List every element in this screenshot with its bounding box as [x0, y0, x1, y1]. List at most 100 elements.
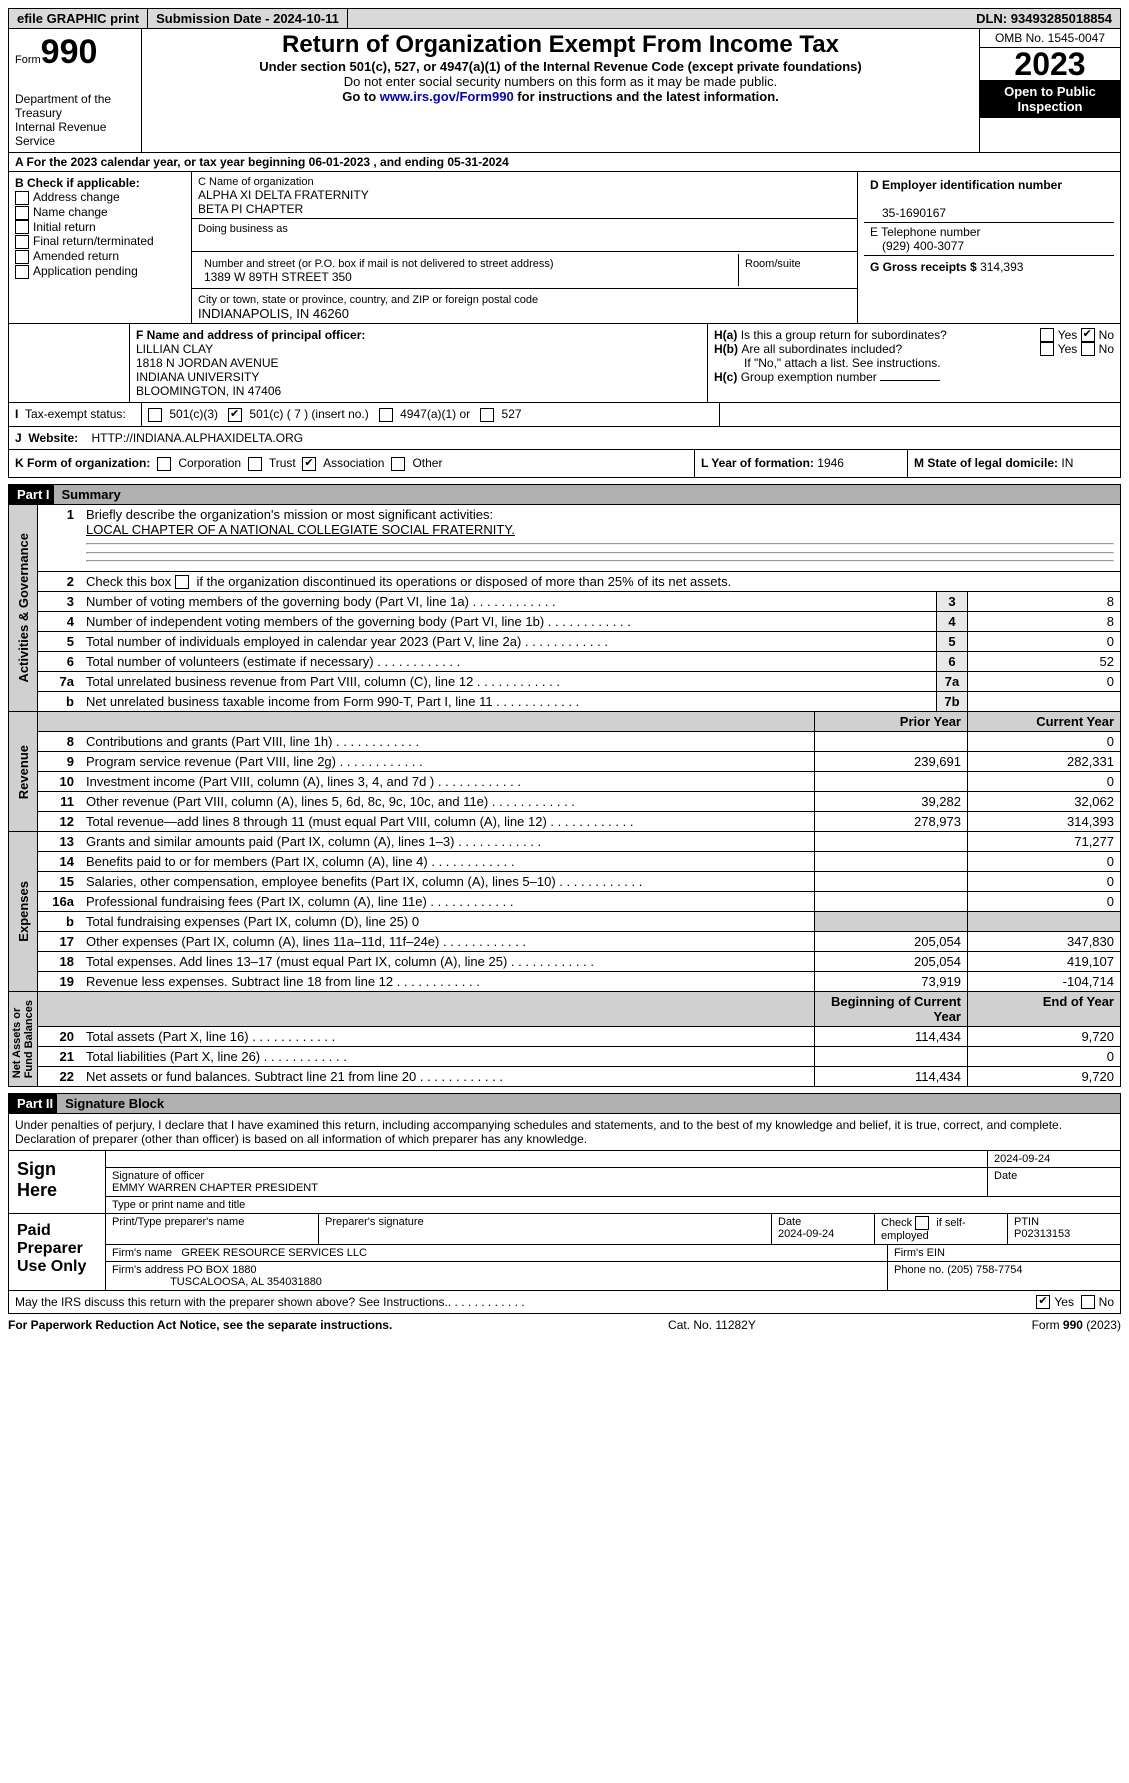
na-21: Total liabilities (Part X, line 26)	[80, 1047, 814, 1066]
exp-b: Total fundraising expenses (Part IX, col…	[80, 912, 814, 931]
box-f: F Name and address of principal officer:…	[130, 324, 708, 402]
cb-assoc[interactable]	[302, 457, 316, 471]
form-title: Return of Organization Exempt From Incom…	[148, 31, 973, 59]
cb-corp[interactable]	[157, 457, 171, 471]
hb-yes[interactable]	[1040, 342, 1054, 356]
ha-no[interactable]	[1081, 328, 1095, 342]
sign-date: 2024-09-24	[988, 1151, 1120, 1167]
hb-no[interactable]	[1081, 342, 1095, 356]
city: INDIANAPOLIS, IN 46260	[198, 306, 349, 321]
cb-501c[interactable]	[228, 408, 242, 422]
phone: (929) 400-3077	[870, 239, 964, 253]
rev-p-10	[814, 772, 967, 791]
exp-p-16a	[814, 892, 967, 911]
declaration: Under penalties of perjury, I declare th…	[8, 1114, 1121, 1151]
vtab-exp: Expenses	[16, 881, 31, 942]
prep-phone: (205) 758-7754	[947, 1264, 1022, 1276]
cb-other[interactable]	[391, 457, 405, 471]
q2: Check this box if the organization disco…	[80, 572, 1120, 592]
officer-name: EMMY WARREN CHAPTER PRESIDENT	[112, 1182, 318, 1194]
cb-initial[interactable]	[15, 220, 29, 234]
exp-p-17: 205,054	[814, 932, 967, 951]
discuss-no[interactable]	[1081, 1295, 1095, 1309]
val-5: 0	[967, 632, 1120, 651]
exp-17: Other expenses (Part IX, column (A), lin…	[80, 932, 814, 951]
goto: Go to www.irs.gov/Form990 for instructio…	[148, 89, 973, 104]
cb-name[interactable]	[15, 206, 29, 220]
rev-p-9: 239,691	[814, 752, 967, 771]
exp-c-13: 71,277	[967, 832, 1120, 851]
tax-year: 2023	[980, 48, 1120, 80]
na-p-20: 114,434	[814, 1027, 967, 1046]
cb-trust[interactable]	[248, 457, 262, 471]
exp-c-18: 419,107	[967, 952, 1120, 971]
dept: Department of the Treasury Internal Reve…	[15, 92, 135, 148]
rev-c-9: 282,331	[967, 752, 1120, 771]
hdr-prior: Prior Year	[814, 712, 967, 731]
org-name-1: ALPHA XI DELTA FRATERNITY	[198, 188, 369, 202]
na-20: Total assets (Part X, line 16)	[80, 1027, 814, 1046]
exp-16a: Professional fundraising fees (Part IX, …	[80, 892, 814, 911]
rev-p-8	[814, 732, 967, 751]
val-4: 8	[967, 612, 1120, 631]
cb-address[interactable]	[15, 191, 29, 205]
warn: Do not enter social security numbers on …	[148, 74, 973, 89]
cb-self-emp[interactable]	[915, 1216, 929, 1230]
line-a: A For the 2023 calendar year, or tax yea…	[8, 153, 1121, 172]
cb-527[interactable]	[480, 408, 494, 422]
rev-9: Program service revenue (Part VIII, line…	[80, 752, 814, 771]
part1-header: Part ISummary	[8, 484, 1121, 505]
rev-c-11: 32,062	[967, 792, 1120, 811]
irs-link[interactable]: www.irs.gov/Form990	[380, 89, 514, 104]
discuss-yes[interactable]	[1036, 1295, 1050, 1309]
top-bar: efile GRAPHIC print Submission Date - 20…	[8, 8, 1121, 29]
vtab-rev: Revenue	[16, 745, 31, 799]
na-p-21	[814, 1047, 967, 1066]
paid-preparer: Paid Preparer Use Only	[9, 1214, 106, 1290]
rev-10: Investment income (Part VIII, column (A)…	[80, 772, 814, 791]
open-inspection: Open to Public Inspection	[980, 80, 1120, 118]
rev-c-10: 0	[967, 772, 1120, 791]
discuss-row: May the IRS discuss this return with the…	[8, 1291, 1121, 1314]
val-b	[967, 692, 1120, 711]
rev-p-12: 278,973	[814, 812, 967, 831]
form-number: 990	[41, 33, 98, 71]
cb-amended[interactable]	[15, 250, 29, 264]
cb-discontinued[interactable]	[175, 575, 189, 589]
website[interactable]: HTTP://INDIANA.ALPHAXIDELTA.ORG	[91, 431, 303, 445]
ptin: P02313153	[1014, 1228, 1070, 1240]
cb-pending[interactable]	[15, 265, 29, 279]
firm-addr: PO BOX 1880	[187, 1264, 257, 1276]
box-d: D Employer identification number 35-1690…	[858, 172, 1120, 323]
line-7a: Total unrelated business revenue from Pa…	[80, 672, 936, 691]
cb-4947[interactable]	[379, 408, 393, 422]
cb-final[interactable]	[15, 235, 29, 249]
ha-yes[interactable]	[1040, 328, 1054, 342]
subtitle: Under section 501(c), 527, or 4947(a)(1)…	[148, 59, 973, 74]
rev-c-12: 314,393	[967, 812, 1120, 831]
line-6: Total number of volunteers (estimate if …	[80, 652, 936, 671]
rev-11: Other revenue (Part VIII, column (A), li…	[80, 792, 814, 811]
exp-p-19: 73,919	[814, 972, 967, 991]
box-h: H(a) Is this a group return for subordin…	[708, 324, 1120, 402]
exp-c-17: 347,830	[967, 932, 1120, 951]
rev-12: Total revenue—add lines 8 through 11 (mu…	[80, 812, 814, 831]
na-c-20: 9,720	[967, 1027, 1120, 1046]
line-4: Number of independent voting members of …	[80, 612, 936, 631]
exp-p-18: 205,054	[814, 952, 967, 971]
exp-c-14: 0	[967, 852, 1120, 871]
tax-status: 501(c)(3) 501(c) ( 7 ) (insert no.) 4947…	[142, 403, 720, 426]
cb-501c3[interactable]	[148, 408, 162, 422]
dln: DLN: 93493285018854	[968, 9, 1120, 28]
efile-label: efile GRAPHIC print	[9, 9, 148, 28]
hdr-bcy: Beginning of Current Year	[814, 992, 967, 1026]
org-name-2: BETA PI CHAPTER	[198, 202, 303, 216]
val-7a: 0	[967, 672, 1120, 691]
na-22: Net assets or fund balances. Subtract li…	[80, 1067, 814, 1086]
exp-p-14	[814, 852, 967, 871]
exp-p-15	[814, 872, 967, 891]
exp-c-15: 0	[967, 872, 1120, 891]
firm-name: GREEK RESOURCE SERVICES LLC	[181, 1247, 367, 1259]
footer: For Paperwork Reduction Act Notice, see …	[8, 1318, 1121, 1332]
rev-8: Contributions and grants (Part VIII, lin…	[80, 732, 814, 751]
